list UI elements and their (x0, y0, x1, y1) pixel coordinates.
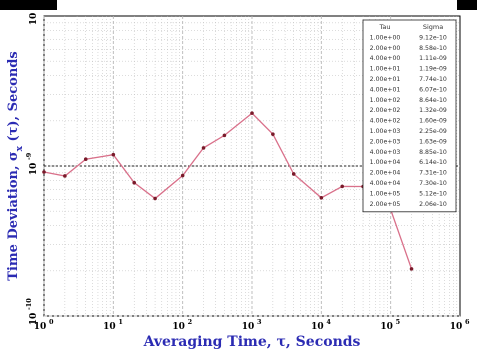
x-tick-exponent: 3 (257, 318, 262, 326)
y-axis-label-tail: (τ), Seconds (6, 51, 21, 146)
data-point (222, 133, 227, 138)
table-cell-sigma: 8.85e-10 (419, 149, 447, 156)
top-border (0, 0, 477, 10)
y-axis-label: Time Deviation, σx (τ), Seconds (6, 51, 25, 280)
table-cell-tau: 2.00e+04 (370, 170, 401, 177)
x-tick-exponent: 0 (49, 318, 54, 326)
x-axis-label: Averaging Time, τ, Seconds (143, 334, 361, 350)
data-point (250, 111, 254, 115)
x-tick-exponent: 5 (396, 318, 401, 326)
table-cell-sigma: 8.58e-10 (419, 45, 447, 52)
table-frame (362, 19, 457, 213)
x-tick-label: 10 (450, 322, 463, 332)
table-cell-sigma: 6.07e-10 (419, 86, 447, 93)
x-tick-label: 10 (103, 322, 116, 332)
y-axis-label-main: Time Deviation, σ (6, 151, 21, 280)
x-tick-exponent: 1 (118, 318, 123, 326)
table-header: Sigma (423, 23, 443, 31)
table-cell-tau: 1.00e+01 (370, 66, 401, 73)
x-tick-label: 10 (34, 322, 47, 332)
y-tick: 10-9 (25, 152, 39, 175)
data-point (340, 184, 345, 189)
table-cell-sigma: 5.12e-10 (419, 190, 447, 197)
data-point (132, 180, 137, 185)
y-tick-label: 10 (29, 163, 39, 176)
y-tick: 10-10 (25, 298, 39, 325)
x-tick-exponent: 2 (188, 318, 193, 326)
data-point (409, 267, 414, 271)
table-cell-sigma: 1.19e-09 (419, 66, 447, 73)
table-cell-tau: 1.00e+05 (370, 190, 401, 197)
data-point (83, 157, 88, 162)
data-point (153, 196, 157, 201)
y-tick-label: 10 (29, 13, 39, 26)
y-tick: 10-8 (25, 2, 39, 25)
series-group (42, 111, 414, 271)
table-cell-tau: 2.00e+01 (370, 76, 401, 83)
table-cell-sigma: 1.60e-09 (419, 118, 447, 125)
table-cell-tau: 1.00e+04 (370, 159, 401, 166)
table-cell-sigma: 7.30e-10 (419, 180, 447, 187)
table-cell-sigma: 2.06e-10 (419, 201, 447, 208)
x-tick-exponent: 4 (326, 318, 331, 326)
data-point (319, 195, 324, 200)
table-cell-tau: 2.00e+05 (370, 201, 401, 208)
data-point (180, 173, 185, 178)
data-table: Tau Sigma 1.00e+00 9.12e-10 2.00e+00 8.58e-10… (362, 19, 457, 213)
table-cell-sigma: 7.74e-10 (419, 76, 447, 83)
table-cell-sigma: 9.12e-10 (419, 34, 447, 41)
y-tick-exponent: -9 (25, 152, 33, 160)
x-tick-label: 10 (380, 322, 393, 332)
x-tick-label: 10 (242, 322, 255, 332)
x-tick-label: 10 (311, 322, 324, 332)
table-cell-tau: 1.00e+02 (370, 97, 401, 104)
table-cell-sigma: 8.64e-10 (419, 97, 447, 104)
data-point (291, 172, 296, 176)
data-point (111, 152, 116, 157)
table-cell-sigma: 1.11e-09 (419, 55, 447, 62)
y-tick-labels: 10-810-910-10 (25, 2, 39, 325)
data-point (63, 174, 67, 178)
data-point (201, 146, 206, 150)
table-cell-tau: 2.00e+00 (370, 45, 401, 52)
x-tick-exponent: 6 (465, 318, 470, 326)
y-tick-exponent: -10 (25, 298, 33, 310)
table-cell-tau: 4.00e+01 (370, 86, 401, 93)
table-cell-tau: 2.00e+02 (370, 107, 401, 114)
table-cell-sigma: 2.25e-09 (419, 128, 447, 135)
table-cell-sigma: 1.32e-09 (419, 107, 447, 114)
data-point (42, 170, 46, 174)
table-cell-tau: 4.00e+00 (370, 55, 401, 62)
table-header: Tau (379, 23, 391, 31)
x-tick-labels: 10 0 10 2 10 4 10 5 10 610 1 10 3 (34, 318, 470, 332)
table-cell-tau: 4.00e+02 (370, 118, 401, 125)
table-cell-sigma: 7.31e-10 (419, 170, 447, 177)
data-point (271, 132, 275, 136)
x-tick-label: 10 (172, 322, 185, 332)
table-cell-sigma: 6.14e-10 (419, 159, 447, 166)
table-cell-tau: 4.00e+04 (370, 180, 401, 187)
table-cell-sigma: 1.63e-09 (419, 138, 447, 145)
table-cell-tau: 2.00e+03 (370, 138, 401, 145)
y-tick-exponent: -8 (25, 2, 33, 10)
table-cell-tau: 1.00e+00 (370, 34, 401, 41)
table-cell-tau: 1.00e+03 (370, 128, 401, 135)
y-axis-label-subscript: x (15, 145, 25, 151)
table-cell-tau: 4.00e+03 (370, 149, 401, 156)
y-tick-label: 10 (29, 313, 39, 326)
